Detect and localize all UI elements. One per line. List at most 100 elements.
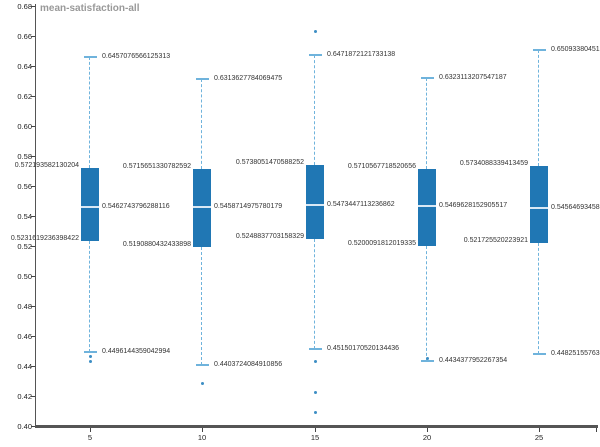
label-q3: 0.5710567718520656 xyxy=(347,163,416,171)
y-tick-label: 0.48 xyxy=(17,302,32,311)
y-tick-label: 0.52 xyxy=(17,242,32,251)
label-q3: 0.5738051470588252 xyxy=(235,159,304,167)
whisker-lower xyxy=(201,247,202,366)
y-tick-label: 0.62 xyxy=(17,92,32,101)
x-tick-mark xyxy=(202,428,203,432)
label-q1: 0.5200091812019335 xyxy=(347,239,416,247)
median-line xyxy=(306,203,324,206)
outlier-point xyxy=(313,359,317,363)
whisker-lower xyxy=(89,241,90,352)
label-q1: 0.5190880432433898 xyxy=(122,241,191,249)
whisker-upper xyxy=(89,57,90,168)
y-tick-mark xyxy=(31,336,35,337)
outlier-point xyxy=(200,381,204,385)
label-median: 0.54564693458 xyxy=(551,203,600,211)
y-tick-mark xyxy=(31,126,35,127)
median-line xyxy=(81,205,99,208)
y-tick-mark xyxy=(31,366,35,367)
x-tick-mark xyxy=(90,428,91,432)
y-tick-mark xyxy=(31,216,35,217)
label-median: 0.5458714975780179 xyxy=(214,203,283,211)
y-tick-mark xyxy=(31,276,35,277)
whisker-cap-upper xyxy=(420,76,434,79)
y-tick-mark xyxy=(31,186,35,187)
x-tick-mark xyxy=(539,428,540,432)
x-tick-label: 10 xyxy=(197,433,207,442)
y-tick-mark xyxy=(31,246,35,247)
y-tick-label: 0.42 xyxy=(17,392,32,401)
whisker-lower xyxy=(538,243,539,354)
y-tick-label: 0.64 xyxy=(17,62,32,71)
label-median: 0.5462743796288116 xyxy=(102,202,170,210)
outlier-point xyxy=(88,360,92,364)
whisker-lower xyxy=(314,238,315,349)
y-tick-mark xyxy=(31,36,35,37)
x-tick-mark xyxy=(315,428,316,432)
x-tick-label: 5 xyxy=(87,433,93,442)
whisker-cap-upper xyxy=(308,54,322,57)
y-tick-label: 0.60 xyxy=(17,122,32,131)
y-tick-label: 0.40 xyxy=(17,422,32,431)
outlier-point xyxy=(88,355,92,359)
whisker-upper xyxy=(201,78,202,169)
whisker-cap-lower xyxy=(420,359,434,362)
whisker-upper xyxy=(314,55,315,166)
x-tick-label: 25 xyxy=(534,433,544,442)
x-tick-label: 15 xyxy=(310,433,320,442)
label-whisker-high: 0.6457076566125313 xyxy=(102,53,171,61)
box xyxy=(81,167,99,242)
outlier-point xyxy=(313,391,317,395)
x-axis-line xyxy=(35,425,598,428)
label-q3: 0.5715651330782592 xyxy=(122,162,191,170)
whisker-upper xyxy=(426,77,427,170)
label-q1: 0.5248837703158329 xyxy=(235,232,304,240)
box xyxy=(418,169,436,246)
y-axis-line xyxy=(35,4,36,426)
label-q3: 0.572193582130204 xyxy=(14,161,79,169)
label-whisker-low: 0.4403724084910856 xyxy=(214,361,283,369)
x-tick-mark xyxy=(427,428,428,432)
outlier-point xyxy=(313,411,317,414)
y-tick-mark xyxy=(31,96,35,97)
y-tick-label: 0.50 xyxy=(17,272,32,281)
whisker-cap-lower xyxy=(308,347,322,350)
whisker-cap-upper xyxy=(195,77,209,80)
y-tick-mark xyxy=(31,306,35,307)
y-tick-label: 0.58 xyxy=(17,152,32,161)
whisker-cap-lower xyxy=(532,352,546,355)
y-tick-mark xyxy=(31,6,35,7)
whisker-cap-upper xyxy=(532,48,546,51)
label-whisker-low: 0.4434377952267354 xyxy=(439,356,508,364)
label-median: 0.5473447113236862 xyxy=(327,200,395,208)
label-whisker-high: 0.65093380451 xyxy=(551,45,600,53)
x-axis-end-tick xyxy=(596,428,597,432)
box xyxy=(306,165,324,239)
y-tick-label: 0.68 xyxy=(17,1,32,11)
y-tick-mark xyxy=(31,426,35,427)
label-whisker-high: 0.6323113207547187 xyxy=(439,73,507,81)
whisker-cap-lower xyxy=(83,350,97,353)
label-whisker-high: 0.6471872121733138 xyxy=(327,51,396,59)
y-tick-label: 0.54 xyxy=(17,212,32,221)
box xyxy=(530,165,548,244)
whisker-upper xyxy=(538,49,539,166)
y-tick-mark xyxy=(31,156,35,157)
outlier-point xyxy=(313,30,317,34)
y-tick-label: 0.66 xyxy=(17,32,32,41)
outlier-point xyxy=(425,357,429,361)
chart-title: mean-satisfaction-all xyxy=(40,3,140,14)
median-line xyxy=(530,206,548,209)
whisker-cap-lower xyxy=(195,364,209,367)
label-whisker-low: 0.45150170520134436 xyxy=(327,344,400,352)
whisker-lower xyxy=(426,245,427,361)
x-tick-label: 20 xyxy=(422,433,432,442)
y-tick-mark xyxy=(31,66,35,67)
label-q1: 0.5231619236398422 xyxy=(10,235,79,243)
label-q3: 0.5734088339413459 xyxy=(459,159,528,167)
label-median: 0.5469628152905517 xyxy=(439,201,508,209)
whisker-cap-upper xyxy=(83,56,97,59)
y-tick-label: 0.46 xyxy=(17,332,32,341)
median-line xyxy=(418,204,436,207)
y-tick-label: 0.44 xyxy=(17,362,32,371)
